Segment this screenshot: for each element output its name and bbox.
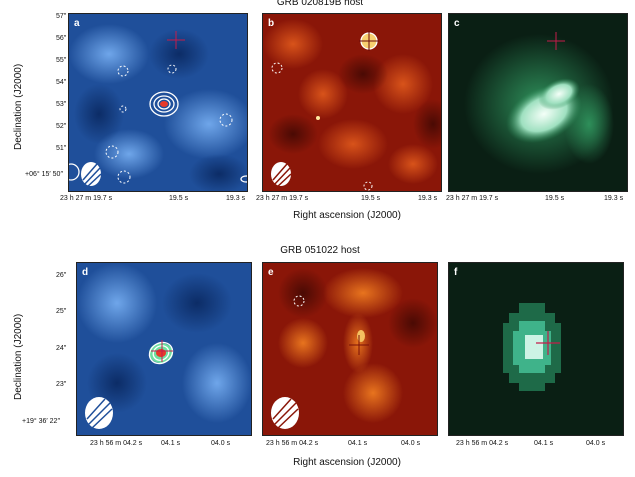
row2-ylabel: Declination (J2000) (13, 313, 24, 400)
row1-ytick-0: 57″ (56, 13, 67, 20)
panel-d-map (77, 263, 251, 435)
row1-ytick-6: 51″ (56, 145, 67, 152)
row1-ytick-3: 54″ (56, 79, 67, 86)
panel-f: f (448, 262, 624, 436)
row2-ytick-3: 23″ (56, 381, 67, 388)
row1-ytick-1: 56″ (56, 35, 67, 42)
row2-title: GRB 051022 host (280, 245, 360, 256)
row1-c-xtick-1: 19.5 s (545, 195, 565, 202)
row1-ytick-5: 52″ (56, 123, 67, 130)
row1-c-xtick-2: 19.3 s (604, 195, 624, 202)
panel-e-label: e (268, 267, 274, 278)
panel-c-label: c (454, 18, 460, 29)
panel-a-label: a (74, 18, 80, 29)
panel-c: c (448, 13, 628, 192)
panel-e-map (263, 263, 437, 435)
row1-a-xtick-0: 23 h 27 m 19.7 s (60, 195, 113, 202)
row2-f-xtick-2: 04.0 s (586, 440, 606, 447)
row1-ytick-4: 53″ (56, 101, 67, 108)
row2-f-xtick-1: 04.1 s (534, 440, 554, 447)
panel-a-map (69, 14, 247, 191)
row2-d-xtick-2: 04.0 s (211, 440, 231, 447)
panel-d-label: d (82, 267, 89, 278)
row1-ytick-7: +06° 15′ 50″ (25, 171, 63, 178)
row2-e-xtick-0: 23 h 56 m 04.2 s (266, 440, 319, 447)
row2-e-xtick-1: 04.1 s (348, 440, 368, 447)
row1-b-xtick-1: 19.5 s (361, 195, 381, 202)
panel-c-map (449, 14, 627, 191)
row2-ytick-4: +19° 36′ 22″ (22, 418, 60, 425)
row1-b-xtick-0: 23 h 27 m 19.7 s (256, 195, 309, 202)
row1-ytick-2: 55″ (56, 57, 67, 64)
row1-b-xtick-2: 19.3 s (418, 195, 438, 202)
row2-ytick-0: 26″ (56, 272, 67, 279)
row2-ytick-2: 24″ (56, 345, 67, 352)
row1-c-xtick-0: 23 h 27 m 19.7 s (446, 195, 499, 202)
row1-a-xtick-1: 19.5 s (169, 195, 189, 202)
row2-ytick-1: 25″ (56, 308, 67, 315)
panel-a: a (68, 13, 248, 192)
panel-b-map (263, 14, 441, 191)
row2-f-xtick-0: 23 h 56 m 04.2 s (456, 440, 509, 447)
panel-d: d (76, 262, 252, 436)
row1-ylabel: Declination (J2000) (13, 63, 24, 150)
row2-e-xtick-2: 04.0 s (401, 440, 421, 447)
row2-xlabel: Right ascension (J2000) (293, 457, 401, 468)
panel-b-label: b (268, 18, 275, 29)
panel-f-map (449, 263, 623, 435)
panel-b: b (262, 13, 442, 192)
row2-d-xtick-0: 23 h 56 m 04.2 s (90, 440, 143, 447)
row1-xlabel: Right ascension (J2000) (293, 210, 401, 221)
row1-title: GRB 020819B host (276, 0, 364, 8)
panel-f-label: f (454, 267, 458, 278)
panel-e: e (262, 262, 438, 436)
row1-a-xtick-2: 19.3 s (226, 195, 246, 202)
row2-d-xtick-1: 04.1 s (161, 440, 181, 447)
